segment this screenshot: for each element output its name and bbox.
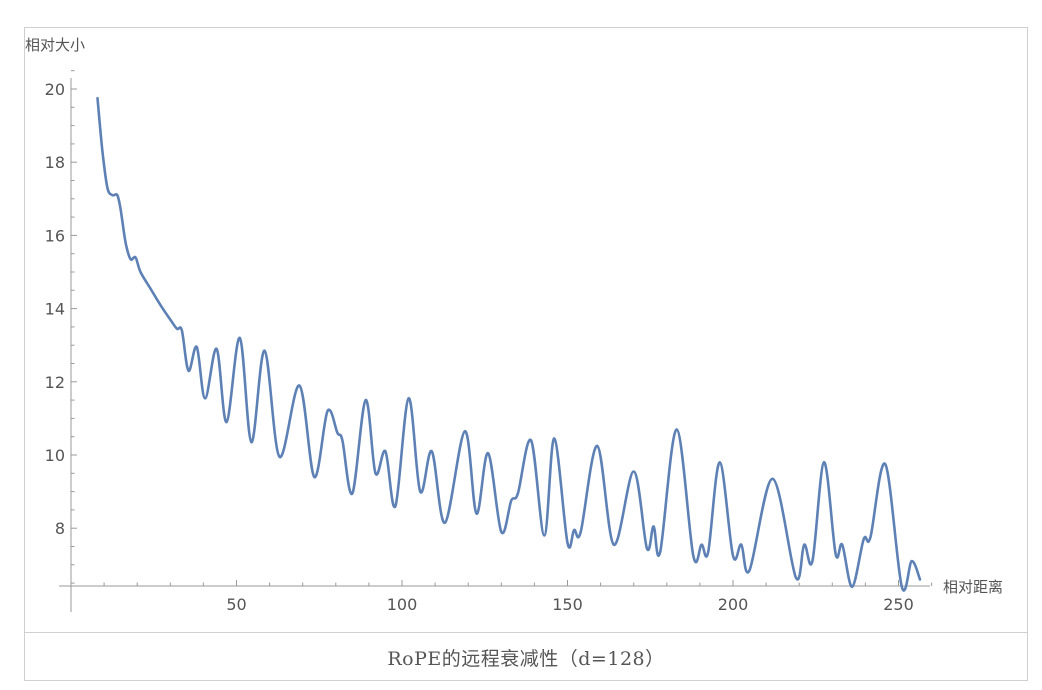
line-chart: 8 10 12 14 16 18 20 50 100 150 200 250 相对大小 相对距离 [25, 36, 1003, 614]
y-tick-label: 16 [45, 226, 65, 245]
chart-frame: 8 10 12 14 16 18 20 50 100 150 200 250 相对大小 相对距离 R… [24, 27, 1028, 681]
x-tick-label: 250 [883, 595, 914, 614]
y-axis-label: 相对大小 [25, 36, 85, 54]
axes: 8 10 12 14 16 18 20 50 100 150 200 250 相对大小 相对距离 [25, 36, 1003, 614]
chart-caption: RoPE的远程衰减性（d=128） [387, 647, 665, 670]
x-tick-label: 100 [387, 595, 418, 614]
caption-row: RoPE的远程衰减性（d=128） [25, 632, 1027, 681]
y-tick-label: 12 [45, 373, 65, 392]
series-line [96, 96, 922, 592]
x-axis-label: 相对距离 [943, 578, 1003, 596]
y-tick-label: 8 [55, 519, 65, 538]
x-ticks: 50 100 150 200 250 [103, 580, 933, 614]
y-tick-label: 20 [45, 80, 65, 99]
y-tick-label: 10 [45, 446, 65, 465]
x-tick-label: 150 [552, 595, 583, 614]
y-tick-label: 18 [45, 153, 65, 172]
x-tick-label: 50 [226, 595, 246, 614]
x-tick-label: 200 [718, 595, 749, 614]
y-ticks: 8 10 12 14 16 18 20 [45, 70, 77, 584]
y-tick-label: 14 [45, 300, 65, 319]
